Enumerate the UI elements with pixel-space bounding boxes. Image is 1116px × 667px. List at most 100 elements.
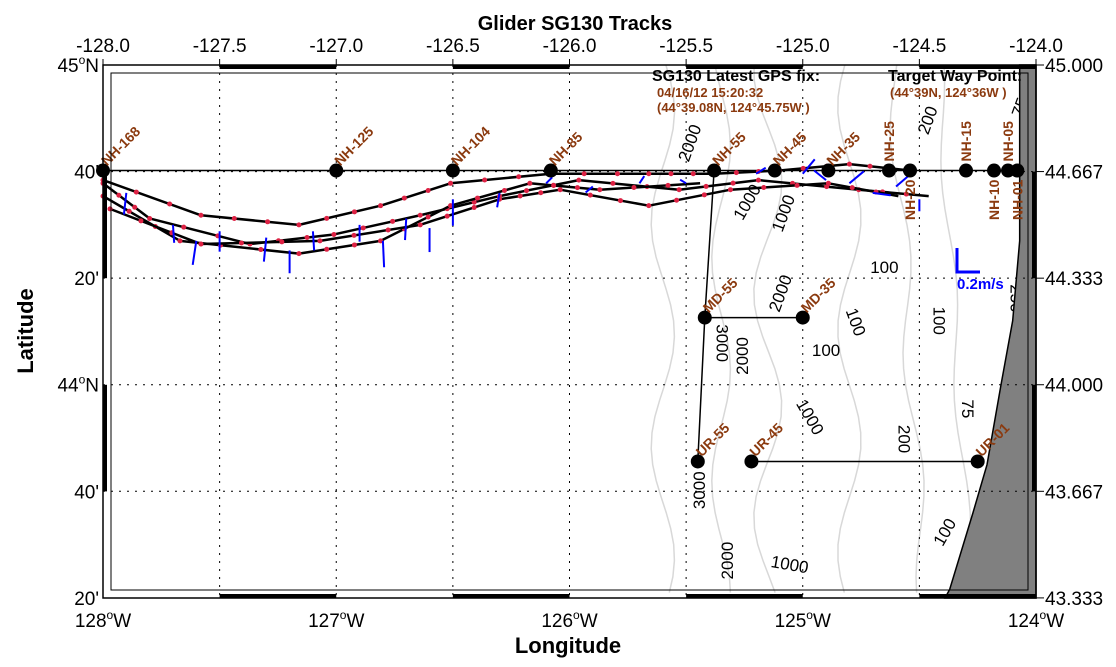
- dive-marker: [551, 182, 557, 188]
- dive-marker: [761, 185, 767, 191]
- bottom-tick-label: 125oW: [775, 608, 831, 632]
- dive-marker: [385, 227, 391, 233]
- left-tick-label: 40': [74, 482, 99, 503]
- contour-label: 200: [914, 104, 942, 137]
- dive-marker: [665, 182, 671, 188]
- dive-marker: [610, 180, 616, 186]
- dive-marker: [133, 189, 139, 195]
- latest-fix-info: SG130 Latest GPS fix: 04/16/12 15:20:32 …: [652, 68, 820, 115]
- current-vectors: [122, 158, 921, 274]
- dive-marker: [676, 187, 682, 193]
- target-waypoint-heading: Target Way Point:: [888, 68, 1022, 85]
- map-title: Glider SG130 Tracks: [478, 13, 673, 35]
- dive-marker: [614, 171, 620, 177]
- top-tick-label: -124.0: [1009, 36, 1063, 57]
- dive-marker: [800, 165, 806, 171]
- top-tick-label: -125.5: [659, 36, 713, 57]
- dive-marker: [825, 180, 831, 186]
- dive-marker: [849, 185, 855, 191]
- station-marker: [445, 163, 460, 178]
- station-marker: [987, 163, 1002, 178]
- dive-marker: [238, 240, 244, 246]
- station-marker: [903, 163, 918, 178]
- current-vector: [813, 169, 827, 181]
- latest-fix-heading: SG130 Latest GPS fix:: [652, 68, 820, 85]
- left-tick-label: 44oN: [57, 373, 99, 397]
- dive-marker: [674, 197, 680, 203]
- bottom-tick-label: 128oW: [75, 608, 131, 632]
- current-vector: [638, 175, 646, 184]
- dive-marker: [167, 201, 173, 207]
- dive-marker: [296, 251, 302, 257]
- current-vector: [381, 240, 386, 268]
- dive-marker: [317, 238, 323, 244]
- dive-marker: [517, 193, 523, 199]
- dive-marker: [501, 187, 507, 193]
- frame-segment: [103, 384, 107, 492]
- dive-marker: [360, 225, 366, 231]
- depth-contour: [650, 64, 676, 593]
- dive-marker: [574, 185, 580, 191]
- station-marker: [1010, 163, 1025, 178]
- x-axis-label: Longitude: [515, 633, 621, 658]
- bottom-tick-label: 124oW: [1008, 608, 1064, 632]
- dive-marker: [516, 174, 522, 180]
- dive-marker: [401, 195, 407, 201]
- dive-marker: [846, 161, 852, 167]
- station-marker: [970, 454, 985, 469]
- station-label: NH-168: [98, 123, 144, 169]
- dive-marker: [351, 232, 357, 238]
- dive-marker: [231, 216, 237, 222]
- dive-marker: [867, 163, 873, 169]
- contour-label: 2000: [718, 542, 737, 580]
- current-vector: [848, 170, 865, 185]
- current-vector: [404, 218, 408, 241]
- station-label: NH-125: [331, 123, 377, 169]
- scale-arrow: [955, 248, 980, 274]
- contour-label: 1000: [792, 396, 827, 438]
- dive-marker: [471, 204, 477, 210]
- station-marker: [795, 310, 810, 325]
- frame-segment: [452, 65, 570, 69]
- contour-label: 2000: [733, 337, 752, 375]
- station-label: NH-10: [986, 179, 1002, 220]
- dive-marker: [147, 215, 153, 221]
- station-label: NH-20: [902, 179, 918, 220]
- scale-bar: 0.2m/s: [955, 248, 1004, 293]
- dive-marker: [126, 208, 132, 214]
- top-tick-label: -125.0: [776, 36, 830, 57]
- current-vector: [584, 185, 594, 194]
- dive-marker: [903, 191, 909, 197]
- contour-label: 100: [812, 341, 840, 360]
- station-marker: [543, 163, 558, 178]
- target-waypoint-position: (44°39N, 124°36W ): [890, 85, 1007, 100]
- dive-marker: [304, 235, 310, 241]
- map-frame: [102, 64, 1037, 599]
- current-vector: [755, 166, 767, 175]
- station-marker: [767, 163, 782, 178]
- dive-marker: [351, 209, 357, 215]
- top-tick-label: -128.0: [76, 36, 130, 57]
- station-label: NH-01: [1009, 179, 1025, 220]
- current-vector: [679, 178, 687, 185]
- current-vector: [262, 237, 268, 262]
- dive-marker: [617, 198, 623, 204]
- dive-marker: [425, 214, 431, 220]
- tick-labels: -128.0 -127.5 -127.0 -126.5 -126.0 -125.5 -125…: [57, 36, 1103, 632]
- frame-segment: [103, 171, 107, 279]
- dive-marker: [646, 203, 652, 209]
- top-tick-label: -124.5: [892, 36, 946, 57]
- contour-label: 1000: [769, 552, 810, 577]
- station-marker: [707, 163, 722, 178]
- frame-segment: [919, 65, 1036, 69]
- left-tick-label: 45oN: [57, 53, 99, 77]
- frame-segment: [1032, 171, 1036, 279]
- dive-marker: [448, 203, 454, 209]
- dive-marker: [351, 242, 357, 248]
- dive-marker: [296, 222, 302, 228]
- dive-marker: [730, 180, 736, 186]
- station-label: NH-104: [448, 123, 494, 169]
- right-tick-label: 44.000: [1045, 376, 1103, 397]
- glider-tracks: [100, 161, 929, 257]
